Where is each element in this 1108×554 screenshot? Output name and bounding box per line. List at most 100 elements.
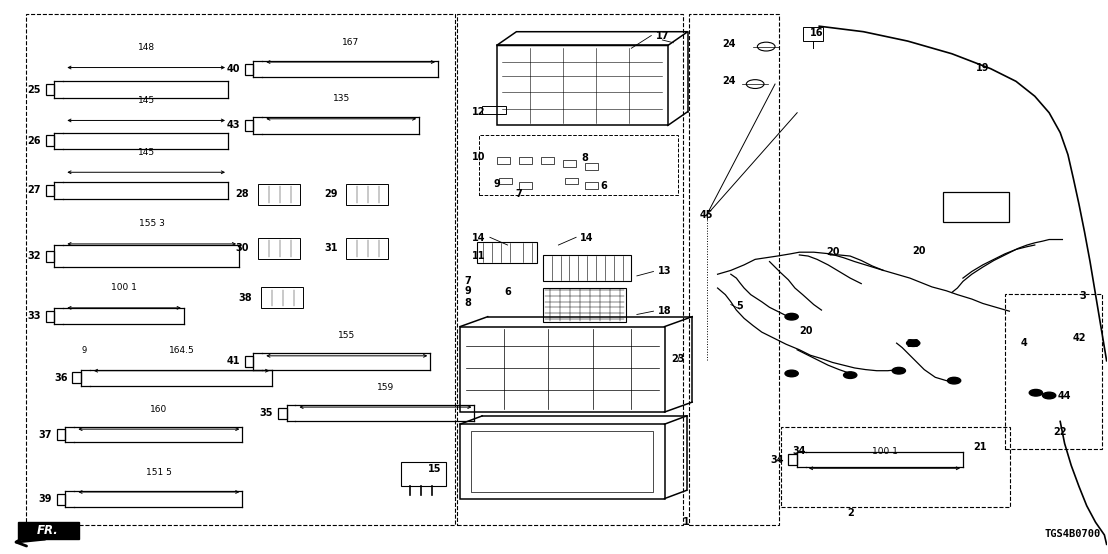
Bar	[496, 45, 668, 125]
Bar	[261, 288, 304, 309]
Bar	[519, 182, 532, 189]
Bar	[479, 135, 678, 196]
Circle shape	[843, 372, 856, 378]
Text: 6: 6	[504, 288, 511, 297]
Text: 20: 20	[799, 326, 813, 336]
Bar	[1005, 294, 1102, 449]
Text: 18: 18	[658, 306, 671, 316]
Text: 26: 26	[28, 136, 41, 146]
Bar	[57, 494, 65, 505]
Bar	[565, 178, 578, 184]
Text: 8: 8	[464, 299, 471, 309]
Text: 41: 41	[227, 356, 240, 366]
Text: 25: 25	[28, 85, 41, 95]
Bar	[802, 27, 822, 41]
Text: 14: 14	[581, 233, 594, 243]
Bar	[519, 157, 532, 164]
Text: FR.: FR.	[37, 524, 59, 537]
Bar	[57, 429, 65, 440]
Text: 155: 155	[338, 331, 356, 340]
Bar	[258, 238, 300, 259]
Text: 35: 35	[259, 408, 274, 418]
Text: 155 3: 155 3	[138, 219, 165, 228]
Text: 167: 167	[342, 38, 359, 47]
Text: 11: 11	[472, 251, 485, 261]
Text: 24: 24	[722, 39, 736, 49]
Text: 43: 43	[227, 120, 240, 130]
Bar	[346, 238, 388, 259]
Text: 159: 159	[377, 383, 394, 392]
Bar	[245, 64, 254, 75]
Bar	[943, 192, 1009, 222]
Text: 5: 5	[737, 301, 743, 311]
Bar	[541, 157, 554, 164]
Circle shape	[906, 340, 920, 346]
Text: 34: 34	[770, 455, 783, 465]
Text: 27: 27	[28, 186, 41, 196]
Text: 100 1: 100 1	[872, 447, 897, 456]
Bar	[471, 432, 654, 492]
Polygon shape	[18, 522, 79, 539]
Bar	[278, 408, 287, 419]
Text: 160: 160	[151, 405, 167, 414]
Bar	[476, 242, 537, 263]
Bar	[788, 454, 797, 465]
Text: 4: 4	[1020, 338, 1027, 348]
Bar	[245, 120, 254, 131]
Bar	[585, 163, 598, 170]
Text: 13: 13	[658, 266, 671, 276]
Text: 2: 2	[847, 508, 853, 518]
Text: 16: 16	[810, 28, 823, 38]
Text: 10: 10	[472, 152, 485, 162]
Text: 9: 9	[464, 286, 471, 296]
Text: 148: 148	[137, 43, 155, 52]
Bar	[460, 327, 665, 412]
Text: 145: 145	[137, 148, 155, 157]
Text: 23: 23	[671, 353, 685, 363]
Bar	[780, 428, 1010, 507]
Circle shape	[784, 370, 798, 377]
Text: 9: 9	[82, 346, 86, 355]
Text: 44: 44	[1058, 391, 1071, 401]
Text: 37: 37	[39, 430, 52, 440]
Text: 42: 42	[1073, 332, 1086, 342]
Text: 151 5: 151 5	[146, 468, 172, 476]
Text: 39: 39	[39, 494, 52, 504]
Text: 30: 30	[236, 243, 249, 253]
Text: 6: 6	[601, 181, 607, 191]
Text: 12: 12	[472, 106, 485, 117]
Circle shape	[947, 377, 961, 384]
Text: 36: 36	[54, 373, 68, 383]
Bar	[456, 13, 684, 525]
Bar	[543, 255, 632, 281]
Bar	[45, 135, 54, 146]
Text: 20: 20	[906, 339, 920, 349]
Bar	[45, 311, 54, 322]
Bar	[543, 288, 626, 322]
Text: 29: 29	[324, 189, 337, 199]
Text: 31: 31	[324, 243, 337, 253]
Bar	[45, 250, 54, 261]
Text: 14: 14	[472, 233, 485, 243]
Text: 32: 32	[28, 251, 41, 261]
Text: 28: 28	[235, 189, 249, 199]
Bar	[499, 178, 512, 184]
Bar	[563, 160, 576, 167]
Text: 164.5: 164.5	[168, 346, 194, 355]
Text: 19: 19	[976, 63, 989, 73]
Text: 34: 34	[792, 445, 807, 455]
Text: 40: 40	[227, 64, 240, 74]
Bar	[460, 424, 665, 499]
Text: 7: 7	[515, 189, 522, 199]
Circle shape	[784, 314, 798, 320]
Text: 9: 9	[493, 179, 500, 189]
Text: 20: 20	[912, 245, 925, 255]
Text: 20: 20	[825, 247, 839, 257]
Text: 3: 3	[1079, 291, 1086, 301]
Circle shape	[892, 367, 905, 374]
Circle shape	[1043, 392, 1056, 399]
Bar	[482, 106, 506, 114]
Text: 45: 45	[700, 211, 714, 220]
Text: 15: 15	[428, 464, 441, 474]
Text: 33: 33	[28, 311, 41, 321]
